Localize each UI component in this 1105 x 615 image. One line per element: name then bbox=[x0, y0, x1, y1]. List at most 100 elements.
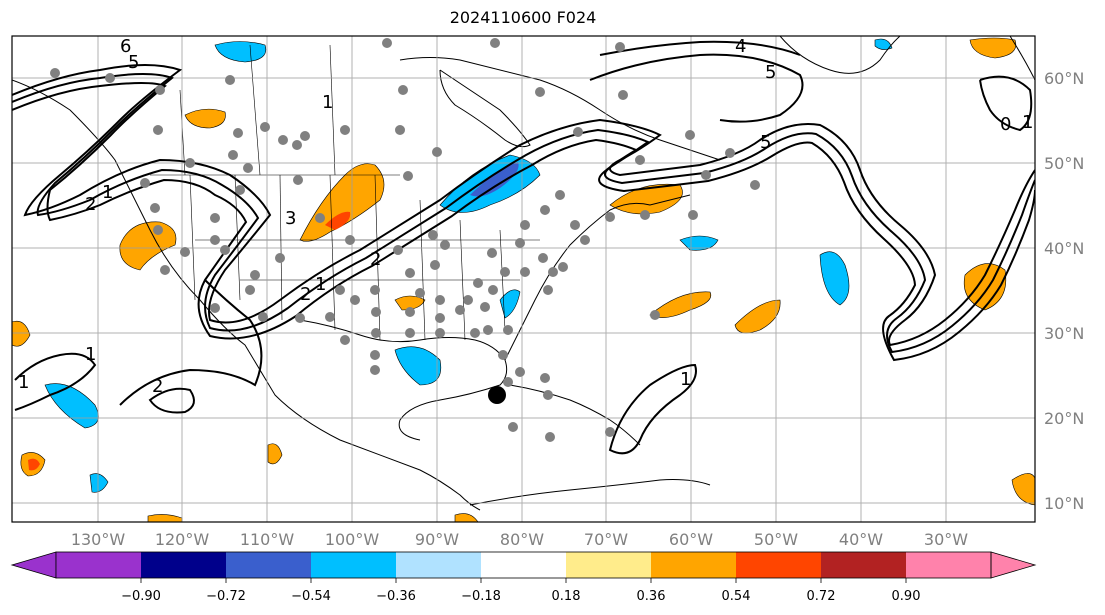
coastline-hudson-bay bbox=[439, 69, 531, 148]
contour-label: 5 bbox=[128, 52, 139, 73]
colorbar-bin bbox=[566, 552, 651, 578]
colorbar-bin bbox=[311, 552, 396, 578]
colorbar-bin bbox=[906, 552, 991, 578]
colorbar-bin bbox=[226, 552, 311, 578]
colorbar-tick-label: −0.36 bbox=[376, 589, 416, 604]
anomaly-positive-region bbox=[1011, 473, 1035, 506]
contour-line bbox=[608, 363, 697, 455]
contour-line bbox=[589, 53, 804, 123]
coastline-canada-north bbox=[399, 57, 721, 161]
anomaly-positive-region bbox=[267, 443, 283, 465]
coastline-europe-africa bbox=[1009, 36, 1035, 81]
contour-labels: 6 5 4 5 1 2 1 1 2 3 2 1 2 1 1 5 0 1 bbox=[18, 36, 1033, 397]
colorbar-bin bbox=[736, 552, 821, 578]
colorbar: −0.90 −0.72 −0.54 −0.36 −0.18 0.18 0.36 … bbox=[10, 551, 1037, 604]
lon-label: 40°W bbox=[839, 530, 883, 549]
coastline-caribbean-islands bbox=[509, 384, 641, 446]
target-location-marker bbox=[488, 386, 506, 404]
contour-label: 1 bbox=[322, 92, 333, 113]
lon-label: 90°W bbox=[415, 530, 459, 549]
lat-label: 10°N bbox=[1044, 494, 1084, 513]
contour-label: 2 bbox=[370, 249, 381, 270]
colorbar-tick-label: −0.72 bbox=[206, 589, 246, 604]
lat-label: 60°N bbox=[1044, 69, 1084, 88]
lon-label: 60°W bbox=[669, 530, 713, 549]
lon-label: 120°W bbox=[155, 530, 210, 549]
contour-label: 2 bbox=[85, 194, 96, 215]
contour-label: 5 bbox=[765, 62, 776, 83]
contour-label: 3 bbox=[285, 208, 296, 229]
contour-line bbox=[148, 387, 195, 414]
coastline-south-america bbox=[469, 479, 711, 506]
map-border bbox=[11, 35, 1036, 523]
lat-label: 40°N bbox=[1044, 239, 1084, 258]
lat-label: 20°N bbox=[1044, 409, 1084, 428]
anomaly-negative-region bbox=[214, 41, 267, 63]
colorbar-tick-label: −0.18 bbox=[461, 589, 501, 604]
contour-label: 0 bbox=[1000, 114, 1011, 135]
colorbar-bin bbox=[481, 552, 566, 578]
colorbar-bin bbox=[396, 552, 481, 578]
anomaly-negative-region bbox=[819, 251, 850, 306]
lon-label: 80°W bbox=[500, 530, 544, 549]
contour-label: 1 bbox=[680, 369, 691, 390]
lon-label: 70°W bbox=[584, 530, 628, 549]
anomaly-strong-negative-region bbox=[470, 162, 519, 197]
contour-line bbox=[12, 82, 1035, 362]
longitude-axis: 130°W 120°W 110°W 100°W 90°W 80°W 70°W 6… bbox=[71, 530, 968, 549]
lon-label: 110°W bbox=[240, 530, 295, 549]
political-borders bbox=[150, 44, 540, 341]
colorbar-tick-label: 0.54 bbox=[722, 589, 751, 604]
colorbar-tick-label: 0.36 bbox=[637, 589, 666, 604]
colorbar-bin bbox=[821, 552, 906, 578]
contour-label: 1 bbox=[18, 372, 29, 393]
contour-label: 2 bbox=[152, 376, 163, 397]
colorbar-bin bbox=[56, 552, 141, 578]
coastline-north-america-west bbox=[12, 79, 481, 511]
anomaly-negative-region bbox=[874, 38, 893, 50]
anomaly-positive-region bbox=[184, 108, 226, 129]
contour-line bbox=[12, 64, 1035, 347]
colorbar-extend-high bbox=[990, 551, 1037, 579]
contour-line bbox=[979, 75, 1033, 132]
colorbar-tick-label: −0.90 bbox=[121, 589, 161, 604]
anomaly-positive-region bbox=[649, 291, 712, 318]
contour-label: 1 bbox=[1022, 112, 1033, 133]
lon-label: 130°W bbox=[71, 530, 126, 549]
colorbar-bin bbox=[141, 552, 226, 578]
lat-label: 30°N bbox=[1044, 324, 1084, 343]
colorbar-bin bbox=[651, 552, 736, 578]
lat-label: 50°N bbox=[1044, 154, 1084, 173]
colorbar-tick-label: 0.18 bbox=[552, 589, 581, 604]
contour-label: 2 bbox=[300, 284, 311, 305]
map-title: 2024110600 F024 bbox=[449, 8, 597, 27]
colorbar-extend-low bbox=[10, 551, 57, 579]
contour-label: 1 bbox=[85, 344, 96, 365]
coastline-greenland bbox=[779, 36, 901, 74]
anomaly-negative-region bbox=[499, 289, 521, 319]
anomaly-negative-region bbox=[679, 235, 719, 251]
contour-line bbox=[12, 73, 1035, 354]
latitude-axis: 60°N 50°N 40°N 30°N 20°N 10°N bbox=[1044, 69, 1084, 513]
shaded-anomalies bbox=[12, 37, 1035, 522]
contour-label: 1 bbox=[315, 274, 326, 295]
anomaly-strong-positive-region bbox=[325, 211, 351, 230]
coastlines bbox=[12, 36, 1035, 511]
contour-lines bbox=[12, 40, 1035, 455]
colorbar-tick-label: −0.54 bbox=[291, 589, 331, 604]
lon-label: 100°W bbox=[325, 530, 380, 549]
station-markers bbox=[50, 38, 760, 442]
contour-label: 1 bbox=[102, 182, 113, 203]
contour-label: 4 bbox=[735, 36, 746, 57]
coastline-east-us bbox=[504, 194, 691, 361]
anomaly-strong-positive-region bbox=[28, 458, 40, 471]
anomaly-negative-region bbox=[89, 473, 109, 493]
colorbar-tick-label: 0.90 bbox=[892, 589, 921, 604]
map-panel bbox=[12, 36, 1035, 522]
anomaly-positive-region bbox=[119, 221, 177, 271]
anomaly-positive-region bbox=[12, 321, 31, 347]
contour-label: 6 bbox=[120, 36, 131, 57]
contour-line bbox=[14, 352, 97, 411]
contour-label: 5 bbox=[760, 132, 771, 153]
